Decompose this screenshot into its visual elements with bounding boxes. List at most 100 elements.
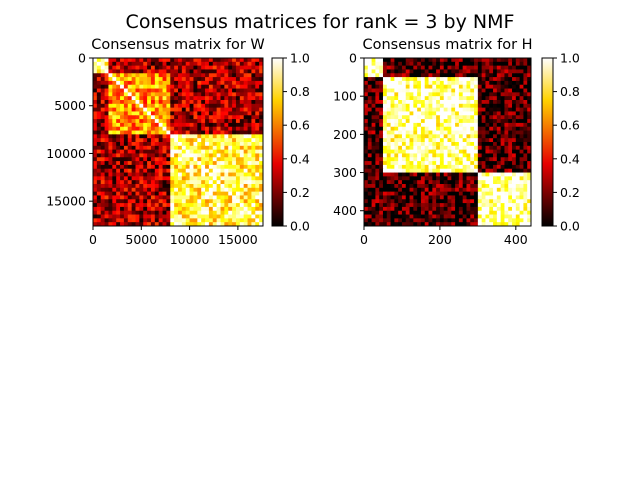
- heatmap-cell: [496, 142, 502, 147]
- heatmap-cell: [405, 130, 410, 135]
- heatmap-cell: [220, 153, 225, 158]
- heatmap-cell: [170, 122, 175, 128]
- heatmap-cell: [443, 65, 448, 70]
- heatmap-cell: [247, 130, 252, 135]
- heatmap-cell: [197, 142, 202, 147]
- heatmap-cell: [504, 88, 509, 93]
- heatmap-cell: [208, 126, 214, 131]
- heatmap-cell: [201, 184, 206, 189]
- heatmap-cell: [108, 164, 113, 170]
- heatmap-cell: [212, 88, 218, 93]
- heatmap-cell: [512, 168, 517, 173]
- heatmap-cell: [409, 58, 414, 63]
- heatmap-cell: [424, 126, 429, 131]
- heatmap-cell: [228, 134, 233, 139]
- heatmap-cell: [515, 172, 521, 177]
- heatmap-cell: [193, 218, 198, 223]
- heatmap-cell: [489, 222, 494, 227]
- heatmap-cell: [150, 61, 156, 67]
- heatmap-cell: [512, 122, 517, 128]
- heatmap-cell: [485, 103, 490, 109]
- heatmap-cell: [398, 184, 403, 189]
- heatmap-cell: [259, 58, 264, 63]
- heatmap-cell: [220, 161, 225, 166]
- heatmap-cell: [447, 180, 452, 185]
- heatmap-cell: [96, 176, 102, 181]
- heatmap-cell: [375, 164, 380, 170]
- heatmap-cell: [420, 214, 426, 219]
- heatmap-cell: [455, 214, 460, 219]
- heatmap-cell: [398, 84, 403, 89]
- heatmap-cell: [139, 138, 144, 143]
- heatmap-cell: [371, 145, 376, 151]
- heatmap-cell: [364, 92, 369, 97]
- heatmap-cell: [216, 222, 221, 227]
- heatmap-cell: [420, 84, 426, 89]
- heatmap-cell: [139, 164, 144, 170]
- heatmap-cell: [96, 73, 102, 78]
- heatmap-cell: [208, 187, 214, 193]
- heatmap-cell: [466, 77, 471, 82]
- heatmap-cell: [496, 145, 502, 151]
- heatmap-cell: [108, 122, 113, 128]
- heatmap-cell: [143, 122, 148, 128]
- heatmap-cell: [364, 122, 369, 128]
- heatmap-cell: [451, 134, 456, 139]
- heatmap-cell: [455, 199, 460, 204]
- heatmap-cell: [382, 203, 388, 208]
- heatmap-cell: [131, 115, 136, 120]
- heatmap-cell: [162, 180, 167, 185]
- heatmap-cell: [150, 107, 156, 112]
- heatmap-cell: [409, 126, 414, 131]
- heatmap-cell: [375, 103, 380, 109]
- heatmap-cell: [247, 84, 252, 89]
- heatmap-cell: [208, 130, 214, 135]
- heatmap-cell: [120, 176, 125, 181]
- heatmap-cell: [371, 206, 376, 212]
- heatmap-cell: [428, 145, 433, 151]
- heatmap-cell: [147, 161, 152, 166]
- heatmap-cell: [235, 111, 241, 116]
- heatmap-cell: [135, 69, 140, 74]
- heatmap-cell: [208, 184, 214, 189]
- heatmap-cell: [212, 130, 218, 135]
- heatmap-cell: [216, 153, 221, 158]
- heatmap-cell: [112, 210, 117, 215]
- heatmap-cell: [458, 92, 464, 97]
- heatmap-cell: [504, 210, 509, 215]
- heatmap-cell: [220, 115, 225, 120]
- heatmap-cell: [436, 184, 441, 189]
- heatmap-cell: [178, 184, 183, 189]
- heatmap-cell: [409, 184, 414, 189]
- heatmap-cell: [432, 65, 437, 70]
- heatmap-cell: [508, 61, 513, 67]
- heatmap-cell: [235, 61, 241, 67]
- heatmap-cell: [220, 222, 225, 227]
- heatmap-cell: [466, 176, 471, 181]
- heatmap-cell: [470, 206, 475, 212]
- heatmap-cell: [470, 142, 475, 147]
- heatmap-cell: [493, 84, 498, 89]
- heatmap-cell: [481, 142, 486, 147]
- heatmap-cell: [417, 80, 422, 86]
- heatmap-cell: [235, 115, 241, 120]
- heatmap-cell: [127, 203, 133, 208]
- heatmap-cell: [515, 153, 521, 158]
- heatmap-cell: [481, 80, 486, 86]
- heatmap-cell: [527, 122, 532, 128]
- heatmap-cell: [189, 210, 194, 215]
- heatmap-cell: [239, 122, 245, 128]
- heatmap-cell: [131, 119, 136, 124]
- heatmap-cell: [508, 134, 513, 139]
- heatmap-cell: [93, 130, 98, 135]
- heatmap-cell: [208, 214, 214, 219]
- heatmap-cell: [527, 176, 532, 181]
- heatmap-cell: [371, 149, 376, 154]
- heatmap-cell: [401, 142, 407, 147]
- heatmap-cell: [496, 92, 502, 97]
- heatmap-cell: [428, 115, 433, 120]
- heatmap-cell: [489, 199, 494, 204]
- heatmap-cell: [436, 80, 441, 86]
- heatmap-cell: [112, 214, 117, 219]
- heatmap-cell: [523, 206, 528, 212]
